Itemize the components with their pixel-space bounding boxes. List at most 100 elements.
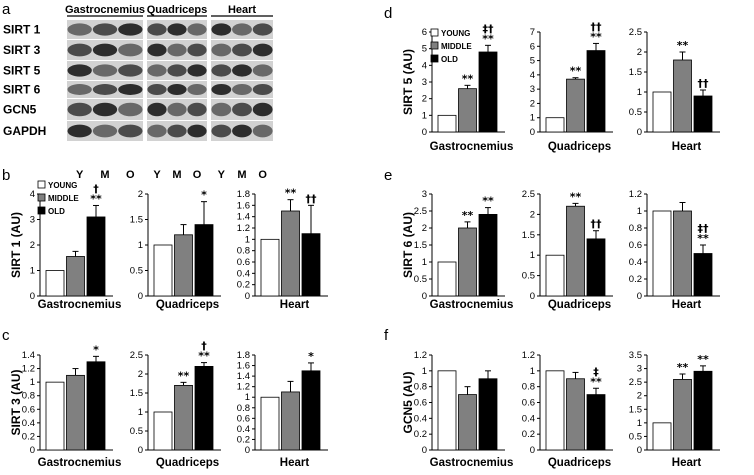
significance-marker: ‡† [698, 222, 710, 235]
x-category-label: Quadriceps [156, 299, 219, 311]
blot-band [147, 124, 167, 138]
blot-band [211, 124, 232, 138]
significance-marker: ** [285, 187, 297, 200]
blot-band [67, 124, 92, 138]
y-tick-label: 0 [637, 127, 642, 138]
significance-marker: ** [482, 195, 494, 208]
blot-band [118, 43, 143, 57]
bar-middle [673, 379, 692, 451]
significance-marker: ** [570, 190, 582, 203]
bar-middle [673, 210, 692, 297]
chart-subplot: 0 0.2 0.4 0.6 0.8 1 1.2 ‡†** Heart [629, 189, 720, 311]
y-tick-label: 0.6 [237, 413, 250, 424]
blot-band [232, 43, 252, 57]
y-tick-label: 0.4 [237, 424, 250, 435]
chart-panel-e: e SIRT 6 (AU) 0 0.5 1 1.5 2 2.5 3 ** ** Gastrocnemi… [384, 167, 720, 311]
x-category-label: Quadriceps [548, 457, 611, 469]
blot-band [252, 43, 273, 57]
y-tick-label: 7 [530, 27, 535, 38]
y-tick-label: 0.5 [130, 266, 143, 277]
y-tick-label: 3 [422, 189, 427, 200]
y-tick-label: 0.8 [522, 382, 535, 393]
y-tick-label: 1 [138, 407, 143, 418]
chart-legend: YOUNG MIDDLE OLD [37, 180, 79, 216]
chart-panel-f: f GCN5 (AU) 0 0.2 0.4 0.6 0.8 1 1.2 Gastrocnemius… [384, 327, 720, 469]
bar-young [545, 254, 565, 297]
y-tick-label: 1 [30, 377, 35, 388]
y-tick-label: 6 [422, 27, 427, 38]
blot-band [118, 84, 143, 95]
y-tick-label: 0 [637, 291, 642, 302]
bar-young [437, 370, 457, 451]
y-tick-label: 0.2 [237, 280, 250, 291]
chart-subplot: 00.511.522.5**†**Quadriceps [130, 340, 221, 469]
y-tick-label: 0 [422, 127, 427, 138]
blot-band [92, 84, 118, 95]
y-tick-label: 5 [422, 44, 427, 55]
blot-band [67, 64, 92, 77]
significance-marker: †† [591, 218, 603, 231]
y-tick-label: 1.6 [237, 361, 250, 372]
x-category-label: Heart [280, 299, 310, 311]
bar-middle [566, 78, 585, 133]
legend-label: OLD [48, 207, 65, 216]
chart-subplot: 0 0.5 1 1.5 2 2.5 ** †† Heart [629, 27, 720, 153]
y-axis-label: SIRT 5 (AU) [401, 49, 415, 115]
bar-middle [66, 374, 85, 451]
y-tick-label: 6 [530, 41, 535, 52]
y-tick-label: 0 [422, 291, 427, 302]
panel-label: d [384, 5, 392, 22]
bar-old [194, 224, 214, 297]
legend-label: OLD [441, 55, 458, 64]
blot-band [67, 23, 92, 36]
bar-middle [566, 378, 585, 451]
y-tick-label: 0.4 [522, 413, 535, 424]
significance-marker: †† [591, 20, 603, 33]
blot-protein-label: GCN5 [3, 103, 37, 117]
chart-subplot: 0 1 2 3 4 †** Gastrocnemius [30, 182, 122, 311]
blot-band [252, 124, 273, 138]
bar-old [586, 394, 606, 451]
blot-lane-label: O [193, 169, 202, 181]
y-tick-label: 1 [637, 206, 642, 217]
y-tick-label: 2.5 [629, 377, 642, 388]
blot-band [118, 124, 143, 138]
blot-band [232, 102, 252, 117]
y-tick-label: 0.6 [22, 404, 35, 415]
y-tick-label: 1 [637, 87, 642, 98]
y-tick-label: 1 [422, 257, 427, 268]
y-tick-label: 2 [530, 209, 535, 220]
bar-young [45, 270, 65, 297]
y-tick-label: 1.5 [414, 240, 427, 251]
blot-band [92, 124, 118, 138]
y-tick-label: 0.5 [522, 271, 535, 282]
legend-swatch [430, 41, 439, 50]
blot-band [252, 84, 273, 95]
y-tick-label: 0.8 [414, 382, 427, 393]
blot-band [187, 64, 207, 77]
y-tick-label: 0.2 [414, 429, 427, 440]
y-tick-label: 0.8 [22, 391, 35, 402]
y-tick-label: 0 [530, 445, 535, 456]
y-tick-label: 1.4 [22, 350, 35, 361]
x-category-label: Heart [672, 457, 702, 469]
blot-band [187, 102, 207, 117]
bar-young [260, 238, 280, 297]
significance-marker: ** [178, 369, 190, 382]
blot-protein-label: SIRT 6 [3, 83, 41, 97]
blot-band [92, 23, 118, 36]
y-tick-label: 2 [637, 391, 642, 402]
y-tick-label: 0 [245, 291, 250, 302]
blot-band [147, 64, 167, 77]
bar-young [545, 370, 565, 451]
blot-band [211, 84, 232, 95]
y-tick-label: 1.4 [237, 371, 250, 382]
blot-protein-label: SIRT 1 [3, 23, 41, 37]
bar-young [437, 114, 457, 133]
y-tick-label: 3 [530, 84, 535, 95]
chart-subplot: 0 0.2 0.4 0.6 0.8 1 1.2 ‡** Quadriceps [522, 350, 613, 469]
chart-subplot: 00.20.40.60.811.21.41.61.8 * Heart [237, 350, 328, 469]
y-tick-label: 0.6 [237, 257, 250, 268]
